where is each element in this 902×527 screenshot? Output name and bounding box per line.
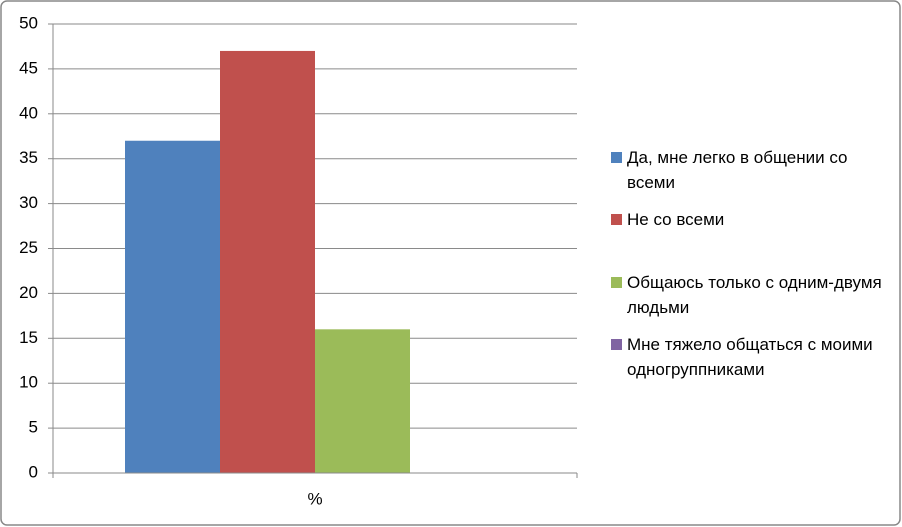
legend-label: Да, мне легко в общении со всеми	[627, 148, 848, 192]
y-tick-label: 0	[29, 462, 38, 481]
legend-item: Мне тяжело общаться с моими одногруппник…	[607, 332, 882, 382]
y-tick-label: 5	[29, 418, 38, 437]
y-tick-label: 35	[19, 148, 38, 167]
y-tick-label: 30	[19, 193, 38, 212]
y-tick-label: 20	[19, 283, 38, 302]
x-tick-label: %	[307, 489, 322, 508]
legend-item: Общаюсь только с одним-двумя людьми	[607, 270, 882, 320]
y-tick-label: 10	[19, 373, 38, 392]
bar	[125, 140, 220, 474]
legend-item: Не со всеми	[607, 207, 882, 232]
y-tick-label: 15	[19, 328, 38, 347]
legend-swatch	[611, 339, 622, 350]
y-tick-label: 25	[19, 238, 38, 257]
y-tick-label: 45	[19, 58, 38, 77]
legend-label: Не со всеми	[627, 210, 725, 229]
bar	[315, 329, 410, 473]
y-tick-label: 50	[19, 13, 38, 32]
legend-swatch	[611, 214, 622, 225]
y-tick-label: 40	[19, 103, 38, 122]
legend-item: Да, мне легко в общении со всеми	[607, 145, 882, 195]
bar	[220, 50, 315, 473]
legend-label: Общаюсь только с одним-двумя людьми	[627, 273, 882, 317]
legend-swatch	[611, 152, 622, 163]
legend-swatch	[611, 277, 622, 288]
legend-label: Мне тяжело общаться с моими одногруппник…	[627, 335, 873, 379]
